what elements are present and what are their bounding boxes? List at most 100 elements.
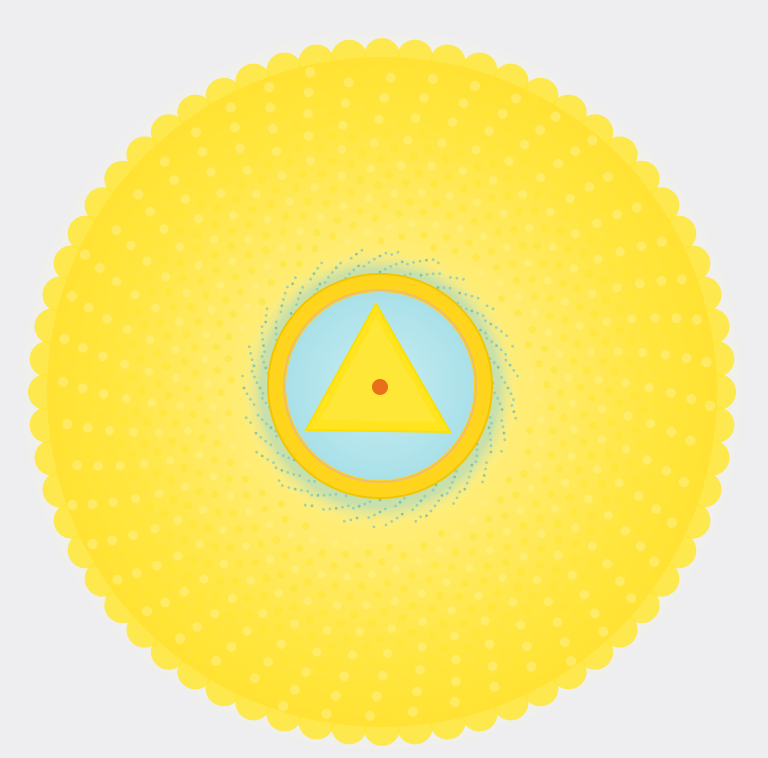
petal-dot <box>437 138 447 148</box>
petal-dot <box>195 590 205 600</box>
petal-dot <box>462 642 472 652</box>
petal-dot <box>281 551 289 559</box>
petal-dot <box>607 261 617 271</box>
petal-dot <box>228 211 238 220</box>
aura-speckle <box>252 403 256 406</box>
petal-dot <box>191 369 200 378</box>
petal-dot <box>692 470 704 481</box>
aura-speckle <box>453 475 456 479</box>
aura-speckle <box>500 449 503 453</box>
petal-dot <box>243 642 254 652</box>
petal-dot <box>548 403 556 411</box>
petal-dot <box>612 283 622 293</box>
petal-dot <box>277 171 287 180</box>
aura-speckle <box>425 258 428 262</box>
petal-dot <box>586 557 596 567</box>
petal-dot <box>453 532 461 540</box>
petal-dot <box>213 671 225 682</box>
petal-dot <box>291 565 300 574</box>
petal-dot <box>539 259 548 268</box>
petal-dot <box>398 613 408 623</box>
petal-dot <box>480 110 491 121</box>
petal-dot <box>678 477 690 488</box>
petal-dot <box>512 655 522 666</box>
petal-dot <box>257 174 266 184</box>
aura-speckle <box>470 463 474 467</box>
petal-dot <box>426 676 436 687</box>
petal-dot <box>663 262 674 273</box>
petal-dot <box>624 358 634 367</box>
aura-speckle <box>242 386 246 390</box>
petal-dot <box>549 191 559 201</box>
petal-dot <box>113 345 123 355</box>
petal-dot <box>463 685 474 696</box>
petal-dot <box>305 558 314 566</box>
aura-speckle <box>383 507 387 511</box>
petal-dot <box>236 180 246 190</box>
petal-dot <box>561 316 570 324</box>
aura-speckle <box>349 256 353 260</box>
petal-dot <box>226 642 237 652</box>
petal-dot <box>682 327 693 337</box>
aura-speckle <box>488 432 492 435</box>
aura-speckle <box>261 396 264 400</box>
petal-dot <box>313 695 324 706</box>
petal-dot <box>229 508 238 517</box>
petal-dot <box>396 120 406 130</box>
petal-dot <box>261 230 270 239</box>
petal-dot <box>195 451 204 460</box>
petal-dot <box>477 268 485 277</box>
petal-dot <box>87 499 98 510</box>
petal-dot <box>281 515 289 523</box>
petal-dot <box>524 258 533 267</box>
petal-dot <box>528 374 536 382</box>
petal-dot <box>157 628 169 639</box>
petal-dot <box>576 213 587 223</box>
petal-dot <box>621 269 631 279</box>
aura-speckle <box>265 422 268 426</box>
petal-dot <box>276 639 287 649</box>
petal-dot <box>630 575 641 586</box>
aura-speckle <box>300 488 303 492</box>
petal-dot <box>668 287 679 298</box>
aura-speckle <box>360 248 364 252</box>
petal-dot <box>369 657 379 667</box>
petal-dot <box>171 373 180 382</box>
petal-dot <box>218 423 226 432</box>
petal-dot <box>510 93 522 104</box>
petal-dot <box>90 374 101 385</box>
petal-dot <box>133 189 144 200</box>
aura-speckle <box>431 488 435 492</box>
petal-dot <box>656 275 667 286</box>
aura-speckle <box>306 489 310 493</box>
petal-dot <box>59 333 70 344</box>
petal-dot <box>107 535 118 546</box>
petal-dot <box>689 452 700 463</box>
petal-dot <box>561 478 570 487</box>
petal-dot <box>231 272 240 281</box>
petal-dot <box>601 239 611 250</box>
petal-dot <box>503 140 513 150</box>
petal-dot <box>556 389 565 398</box>
aura-speckle <box>249 351 253 355</box>
petal-dot <box>545 632 555 643</box>
aura-speckle <box>448 486 452 490</box>
petal-dot <box>126 257 136 268</box>
aura-speckle <box>263 350 266 353</box>
petal-dot <box>680 418 690 429</box>
aura-speckle <box>301 285 305 289</box>
aura-speckle <box>269 443 273 447</box>
petal-dot <box>501 558 510 567</box>
petal-dot <box>263 262 272 270</box>
petal-dot <box>330 690 341 701</box>
aura-speckle <box>249 421 253 425</box>
petal-dot <box>347 685 357 696</box>
petal-dot <box>158 240 168 250</box>
petal-dot <box>215 576 224 586</box>
petal-dot <box>449 696 460 708</box>
aura-speckle <box>476 311 479 315</box>
aura-speckle <box>484 331 487 335</box>
petal-dot <box>304 197 313 206</box>
aura-speckle <box>259 436 263 439</box>
petal-dot <box>615 326 625 336</box>
